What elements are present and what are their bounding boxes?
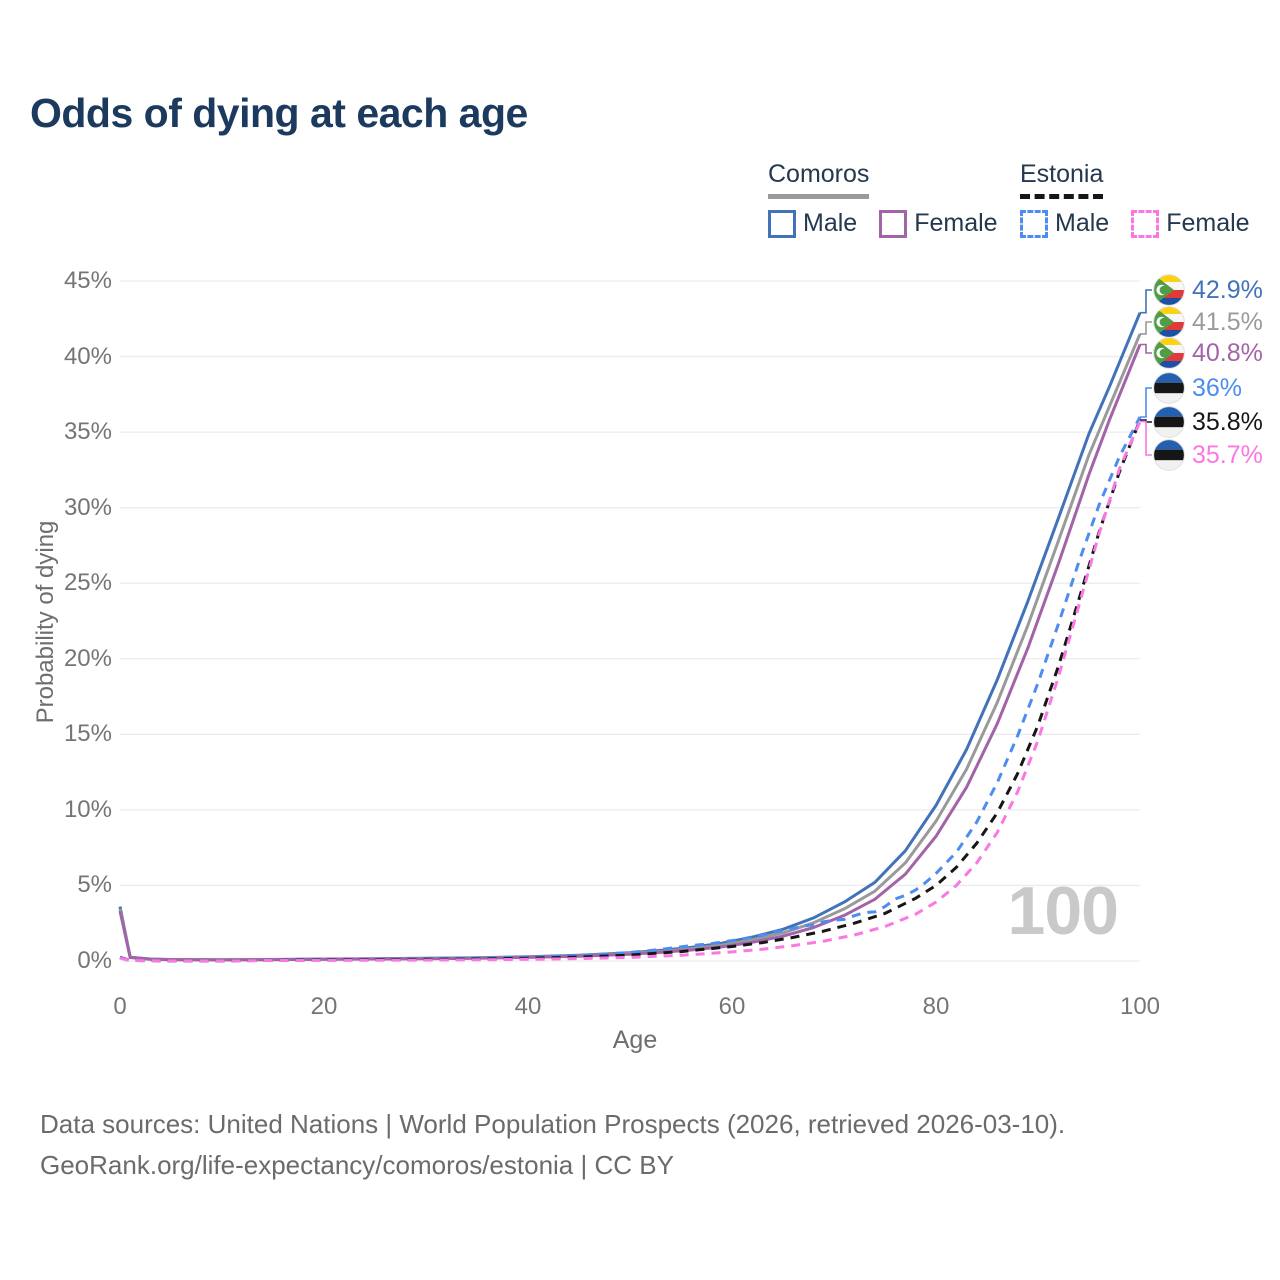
legend-item-estonia-female[interactable]: Female — [1131, 209, 1250, 238]
series-line-3 — [119, 416, 1142, 963]
end-label-connector — [1140, 289, 1152, 314]
series-line-4 — [119, 419, 1142, 963]
footer: Data sources: United Nations | World Pop… — [40, 1104, 1065, 1186]
end-label-connector — [1140, 387, 1152, 418]
legend-heading-estonia[interactable]: Estonia — [1020, 160, 1104, 199]
end-label-connector — [1140, 343, 1152, 354]
legend-label-estonia-female: Female — [1166, 209, 1250, 237]
series-line-1 — [118, 333, 1142, 962]
y-tick-label: 35% — [63, 418, 112, 446]
x-axis-title: Age — [612, 1026, 658, 1054]
end-label-connector — [1140, 321, 1152, 335]
end-label-value: 35.7% — [1192, 440, 1263, 469]
end-label-comoros-male: 42.9% — [1153, 273, 1263, 307]
end-label-value: 42.9% — [1192, 275, 1263, 304]
end-label-comoros-both: 41.5% — [1153, 305, 1263, 339]
y-tick-label: 30% — [63, 493, 112, 521]
end-label-value: 40.8% — [1192, 338, 1263, 367]
x-tick-label: 80 — [922, 993, 950, 1020]
legend-item-comoros-female[interactable]: Female — [879, 209, 998, 238]
legend-item-estonia-male[interactable]: Male — [1020, 209, 1109, 238]
estonia-flag-icon — [1153, 406, 1185, 438]
x-tick-label: 20 — [310, 993, 338, 1020]
end-label-estonia-male: 36% — [1153, 371, 1242, 405]
series-line-5 — [119, 420, 1142, 963]
series-line-2 — [118, 343, 1142, 962]
y-tick-label: 15% — [63, 720, 112, 748]
y-tick-label: 5% — [77, 871, 112, 899]
legend-group-comoros: Comoros Male Female — [768, 160, 998, 238]
y-tick-label: 0% — [77, 947, 112, 974]
estonia-flag-icon — [1153, 439, 1185, 471]
end-label-value: 35.8% — [1192, 407, 1263, 436]
end-label-connector — [1140, 420, 1152, 456]
legend-label-estonia-male: Male — [1055, 209, 1110, 237]
legend-item-comoros-male[interactable]: Male — [768, 209, 857, 238]
end-label-comoros-female: 40.8% — [1153, 336, 1263, 370]
y-tick-label: 10% — [63, 795, 112, 823]
legend-label-comoros-female: Female — [914, 209, 998, 237]
end-label-estonia-both: 35.8% — [1153, 405, 1263, 439]
legend-heading-comoros[interactable]: Comoros — [768, 160, 870, 199]
end-label-value: 41.5% — [1192, 307, 1263, 336]
page-title: Odds of dying at each age — [30, 90, 528, 136]
legend-group-estonia: Estonia Male Female — [1020, 160, 1250, 238]
x-tick-label: 60 — [718, 993, 746, 1020]
y-axis-title: Probability of dying — [32, 520, 59, 724]
estonia-female-swatch-icon — [1131, 209, 1160, 238]
end-label-estonia-female: 35.7% — [1153, 438, 1263, 472]
footer-data-sources: Data sources: United Nations | World Pop… — [40, 1109, 1066, 1139]
y-tick-label: 45% — [63, 267, 112, 294]
end-label-value: 36% — [1192, 373, 1243, 402]
comoros-male-swatch-icon — [768, 209, 796, 238]
x-tick-label: 40 — [514, 993, 542, 1020]
y-tick-label: 25% — [63, 569, 112, 597]
x-tick-label: 0 — [113, 993, 127, 1020]
footer-attribution: GeoRank.org/life-expectancy/comoros/esto… — [40, 1150, 674, 1180]
comoros-flag-icon — [1153, 337, 1185, 369]
y-tick-label: 40% — [63, 342, 112, 370]
comoros-flag-icon — [1153, 306, 1185, 338]
estonia-flag-icon — [1153, 372, 1185, 404]
x-tick-label: 100 — [1119, 993, 1161, 1020]
comoros-female-swatch-icon — [879, 209, 908, 238]
estonia-male-swatch-icon — [1020, 209, 1048, 238]
series-line-0 — [118, 312, 1142, 962]
legend-label-comoros-male: Male — [803, 209, 858, 237]
y-tick-label: 20% — [63, 644, 112, 672]
comoros-flag-icon — [1153, 274, 1185, 306]
